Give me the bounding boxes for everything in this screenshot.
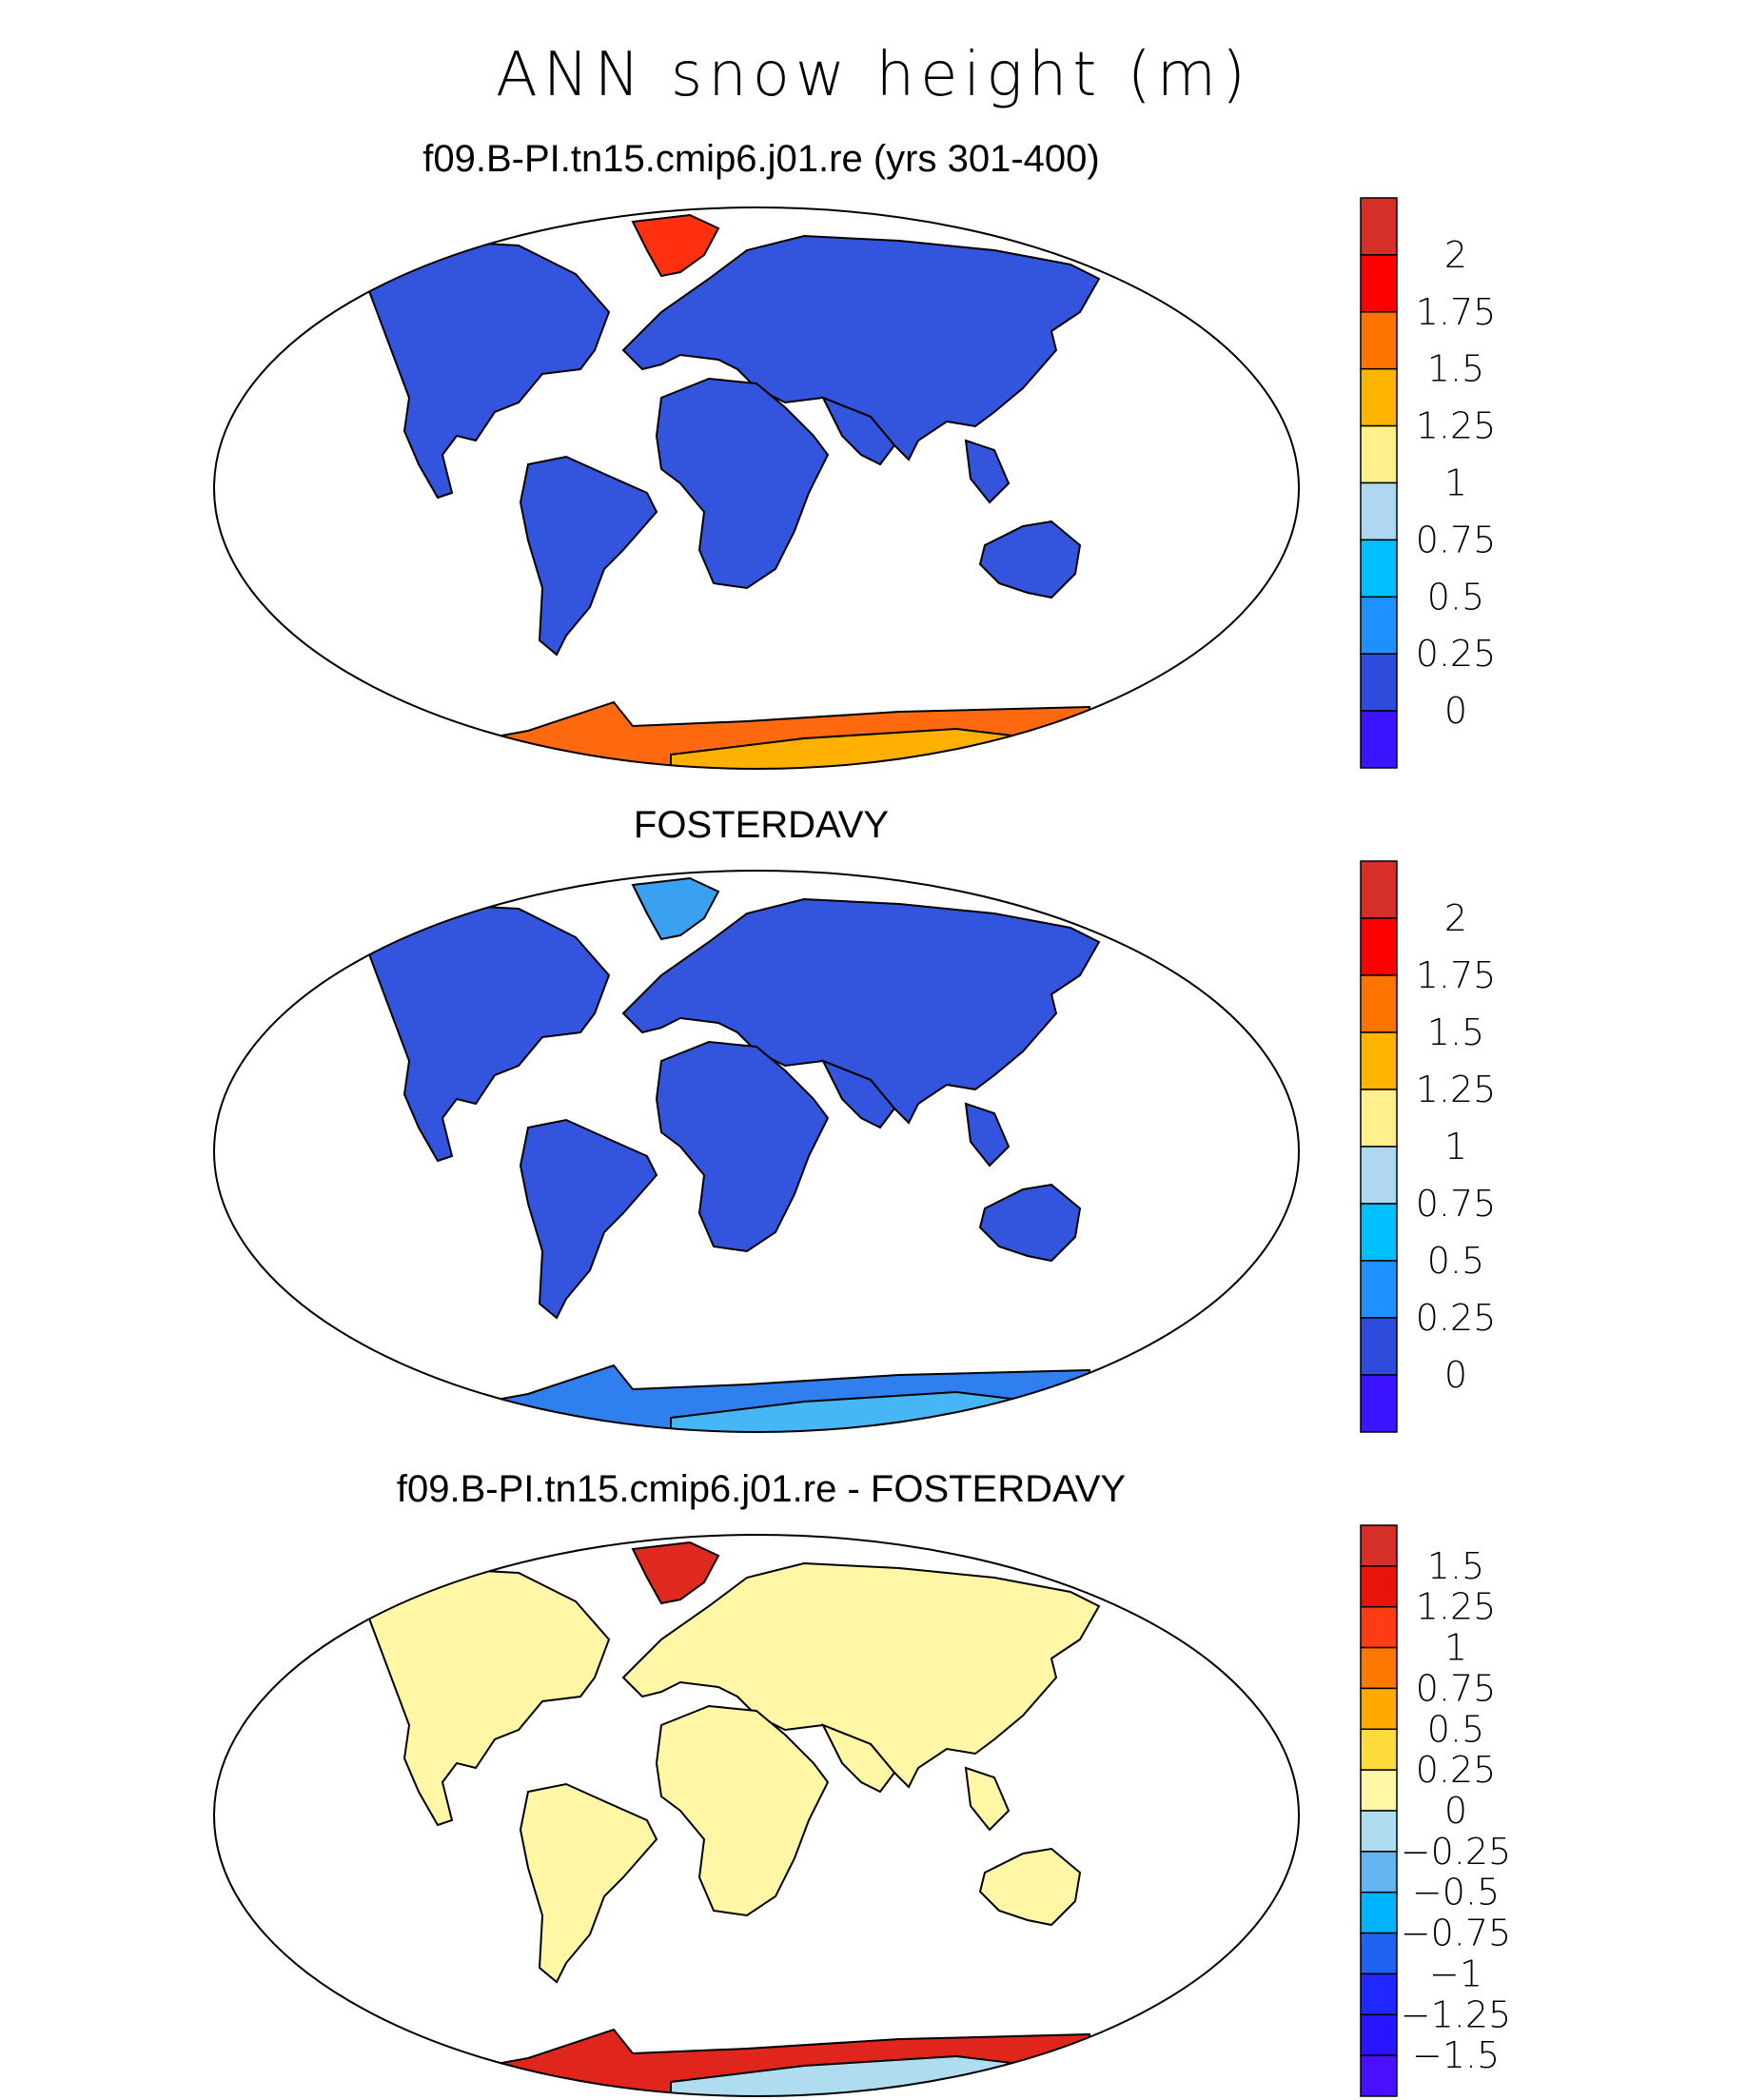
colorbar-label: 1.25: [1416, 1586, 1497, 1628]
colorbar-label: −1.5: [1412, 2034, 1500, 2076]
colorbar-label: 0.25: [1416, 1749, 1497, 1791]
colorbar-swatch: [1360, 481, 1398, 541]
colorbar-label: 1.5: [1427, 1545, 1484, 1587]
colorbar-swatch: [1360, 1972, 1398, 2016]
colorbar-swatch: [1360, 1605, 1398, 1649]
colorbar-swatch: [1360, 1089, 1398, 1148]
colorbar-swatch: [1360, 1810, 1398, 1853]
colorbar-3: 1.51.2510.750.50.250−0.25−0.5−0.75−1−1.2…: [1360, 1524, 1511, 2097]
colorbar-swatch: [1360, 917, 1398, 976]
colorbar-swatch: [1360, 197, 1398, 256]
colorbar-label: 0.5: [1427, 1708, 1484, 1750]
colorbar-swatch: [1360, 311, 1398, 370]
colorbar-label: 1.25: [1416, 1069, 1497, 1110]
colorbar-swatch: [1360, 1565, 1398, 1608]
colorbar-swatch: [1360, 596, 1398, 655]
colorbar-swatch: [1360, 1769, 1398, 1812]
colorbar-label: 1: [1444, 1126, 1467, 1168]
colorbar-swatch: [1360, 974, 1398, 1033]
colorbar-1: 2 1.75 1.5 1.25 1 0.75 0.5 0.25 0: [1360, 197, 1497, 769]
colorbar-label: 1.5: [1427, 348, 1484, 390]
colorbar-label: 0.75: [1416, 1667, 1497, 1709]
page-title: ANN snow height (m): [495, 40, 1252, 110]
colorbar-swatch: [1360, 424, 1398, 484]
colorbar-swatch: [1360, 710, 1398, 769]
panel-2-title: FOSTERDAVY: [633, 804, 890, 846]
colorbar-swatch: [1360, 2054, 1398, 2097]
colorbar-label: 2: [1444, 234, 1467, 276]
colorbar-label: 2: [1444, 897, 1467, 939]
colorbar-swatch: [1360, 1203, 1398, 1262]
map-panel-2: [213, 870, 1300, 1433]
greenland-fill: [631, 213, 720, 278]
colorbar-label: 0: [1444, 1790, 1467, 1832]
colorbar-label: 0.25: [1416, 1297, 1497, 1339]
colorbar-swatch: [1360, 254, 1398, 313]
colorbar-swatch: [1360, 1932, 1398, 1975]
colorbar-swatch: [1360, 1031, 1398, 1090]
colorbar-swatch: [1360, 1374, 1398, 1433]
colorbar-label: 0.5: [1427, 1240, 1484, 1282]
colorbar-label: −0.5: [1412, 1872, 1500, 1914]
colorbar-swatch: [1360, 860, 1398, 919]
colorbar-swatch: [1360, 2013, 1398, 2056]
land-fill: [356, 898, 1100, 1319]
colorbar-label: −1.25: [1401, 1993, 1511, 2035]
colorbar-label: 1.5: [1427, 1011, 1484, 1053]
map-outline: [213, 206, 1300, 770]
map-panel-3: [213, 1534, 1300, 2097]
colorbar-swatch: [1360, 1317, 1398, 1376]
greenland-fill: [631, 1541, 720, 1605]
greenland-fill: [631, 876, 720, 941]
colorbar-swatch: [1360, 1524, 1398, 1567]
colorbar-label: 0.75: [1416, 1183, 1497, 1225]
colorbar-swatch: [1360, 367, 1398, 427]
panel-3-title: f09.B-PI.tn15.cmip6.j01.re - FOSTERDAVY: [396, 1468, 1127, 1510]
land-fill: [356, 1562, 1100, 1983]
colorbar-label: 1.75: [1416, 291, 1497, 333]
colorbar-label: 0.5: [1427, 576, 1484, 618]
colorbar-swatch: [1360, 1687, 1398, 1731]
colorbar-swatch: [1360, 1146, 1398, 1205]
colorbar-label: 1.25: [1416, 405, 1497, 447]
colorbar-label: 0: [1444, 690, 1467, 732]
colorbar-swatch: [1360, 653, 1398, 712]
colorbar-swatch: [1360, 1891, 1398, 1934]
colorbar-label: 1: [1444, 1627, 1467, 1669]
colorbar-label: 0: [1444, 1354, 1467, 1396]
colorbar-swatch: [1360, 1728, 1398, 1771]
colorbar-label: 1: [1444, 462, 1467, 504]
colorbar-swatch: [1360, 1646, 1398, 1690]
colorbar-swatch: [1360, 1851, 1398, 1894]
colorbar-label: −0.25: [1401, 1831, 1511, 1873]
colorbar-swatch: [1360, 1260, 1398, 1319]
map-outline: [213, 1534, 1300, 2097]
land-fill: [356, 235, 1100, 656]
colorbar-label: 0.75: [1416, 519, 1497, 560]
colorbar-label: 1.75: [1416, 954, 1497, 996]
map-outline: [213, 870, 1300, 1433]
colorbar-label: −0.75: [1401, 1913, 1511, 1954]
colorbar-2: 2 1.75 1.5 1.25 1 0.75 0.5 0.25 0: [1360, 860, 1497, 1433]
colorbar-label: −1: [1429, 1953, 1482, 1994]
colorbar-label: 0.25: [1416, 633, 1497, 675]
panel-1-title: f09.B-PI.tn15.cmip6.j01.re (yrs 301-400): [422, 138, 1100, 180]
colorbar-swatch: [1360, 539, 1398, 599]
map-panel-1: [213, 206, 1300, 770]
